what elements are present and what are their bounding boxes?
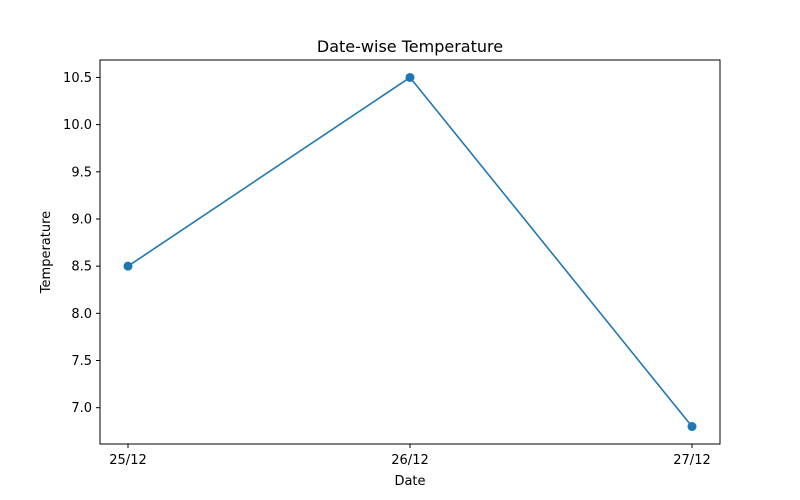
chart-title: Date-wise Temperature — [317, 37, 503, 56]
y-tick-label: 7.0 — [71, 401, 92, 416]
y-tick-label: 8.0 — [71, 307, 92, 322]
x-tick-label: 26/12 — [391, 453, 428, 468]
plot-frame — [99, 59, 721, 445]
x-axis-label: Date — [394, 474, 425, 489]
data-point — [123, 261, 133, 271]
y-tick-label: 10.5 — [63, 71, 92, 86]
series-line — [127, 76, 693, 428]
y-tick-label: 9.0 — [71, 212, 92, 227]
data-point — [405, 72, 415, 82]
x-axis: 25/12 26/12 27/12 — [109, 444, 711, 468]
y-tick-label: 9.5 — [71, 165, 92, 180]
y-axis-label: Temperature — [39, 211, 54, 294]
data-point — [687, 422, 697, 432]
y-tick-label: 8.5 — [71, 260, 92, 275]
plot-area — [99, 59, 721, 445]
y-tick-label: 10.0 — [63, 118, 92, 133]
x-tick-label: 27/12 — [673, 453, 710, 468]
y-axis: 7.0 7.5 8.0 8.5 9.0 9.5 10.0 10.5 — [63, 71, 100, 416]
y-tick-label: 7.5 — [71, 354, 92, 369]
series-layer — [123, 72, 697, 432]
x-tick-label: 25/12 — [109, 453, 146, 468]
